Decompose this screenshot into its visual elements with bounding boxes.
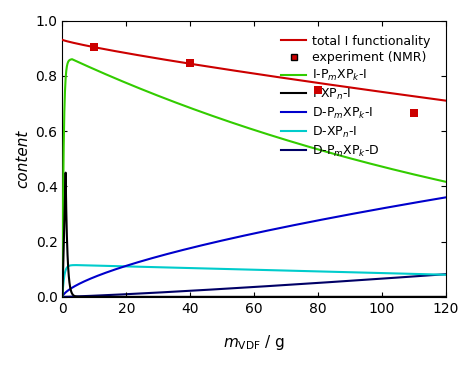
- Legend: total I functionality, experiment (NMR), I-P$_m$XP$_k$-I, I-XP$_n$-I, D-P$_m$XP$: total I functionality, experiment (NMR),…: [276, 29, 436, 164]
- Point: [314, 86, 322, 92]
- Text: $m_\mathregular{VDF}$ / g: $m_\mathregular{VDF}$ / g: [223, 333, 285, 352]
- Point: [91, 44, 98, 50]
- Y-axis label: content: content: [15, 129, 30, 188]
- Point: [186, 60, 194, 66]
- Point: [410, 110, 418, 116]
